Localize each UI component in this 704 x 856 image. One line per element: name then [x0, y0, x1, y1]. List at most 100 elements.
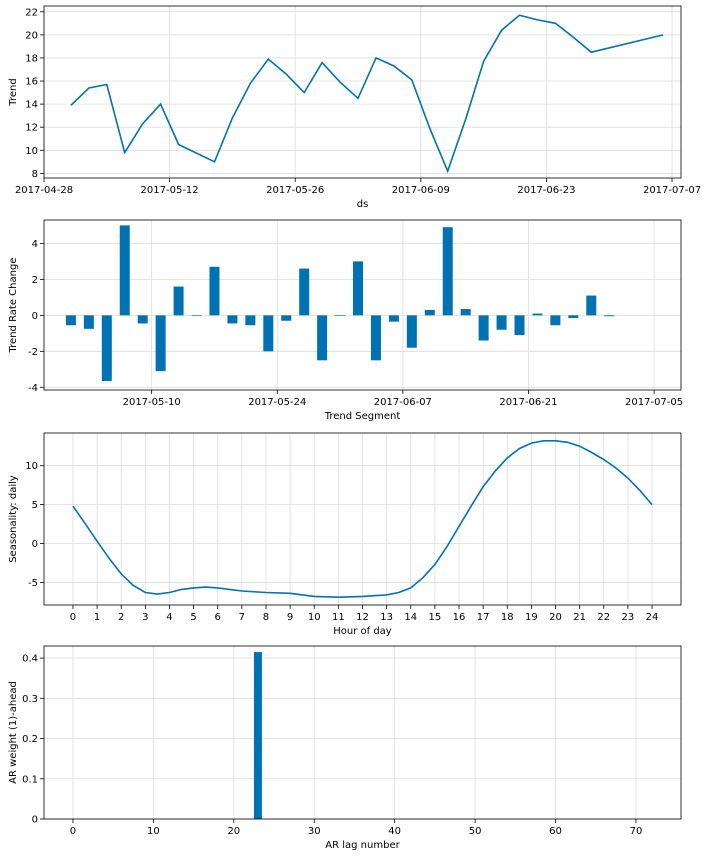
- y-tick-label: 0: [32, 815, 38, 826]
- bar: [317, 315, 328, 361]
- bar: [245, 315, 256, 326]
- x-tick-label: 13: [380, 612, 393, 623]
- x-tick-label: 50: [469, 826, 482, 837]
- x-tick-label: 18: [501, 612, 514, 623]
- y-tick-label: 0: [32, 311, 38, 322]
- chart-panel-2: 2017-05-10 2017-05-24 2017-06-07 2017-06-21…: [8, 219, 683, 422]
- y-axis-label: Trend Rate Change: [8, 258, 19, 354]
- bar: [335, 315, 346, 316]
- axes-frame: [43, 645, 682, 820]
- y-tick-label: -2: [28, 347, 38, 358]
- chart-panel-1: 2017-04-28 2017-05-12 2017-05-26 2017-06-09…: [8, 5, 701, 210]
- x-tick-label: 9: [287, 612, 293, 623]
- x-tick-label: 40: [388, 826, 401, 837]
- bar: [460, 309, 471, 316]
- y-tick-label: 8: [32, 169, 38, 180]
- bar: [137, 315, 148, 324]
- y-tick-label: 20: [25, 30, 38, 41]
- bar: [550, 315, 561, 326]
- x-tick-label: 2017-06-09: [392, 185, 450, 196]
- x-tick-label: 30: [308, 826, 321, 837]
- y-axis-label: Seasonality: daily: [8, 475, 19, 563]
- x-tick-label: 22: [597, 612, 610, 623]
- x-tick-label: 2017-07-05: [625, 397, 683, 408]
- x-tick-label: 2: [118, 612, 124, 623]
- axes-frame: [43, 5, 682, 179]
- x-tick-label: 2017-04-28: [15, 185, 73, 196]
- x-axis-label: Trend Segment: [324, 411, 401, 422]
- bar: [353, 261, 364, 316]
- x-tick-label: 20: [549, 612, 562, 623]
- y-tick-label: 2: [32, 275, 38, 286]
- x-tick-label: 4: [166, 612, 172, 623]
- bar: [191, 315, 202, 316]
- bar: [83, 315, 94, 329]
- x-tick-label: 10: [308, 612, 321, 623]
- bar: [227, 315, 238, 324]
- x-tick-label: 2017-05-12: [141, 185, 199, 196]
- y-axis-label: Trend: [8, 78, 19, 106]
- series-line: [70, 14, 664, 174]
- x-tick-label: 6: [215, 612, 221, 623]
- bar: [442, 227, 453, 316]
- x-tick-label: 60: [549, 826, 562, 837]
- x-tick-label: 24: [646, 612, 659, 623]
- bar: [299, 268, 310, 316]
- bar: [173, 286, 184, 316]
- bar: [155, 315, 166, 372]
- y-tick-label: 10: [25, 146, 38, 157]
- x-tick-label: 2017-07-07: [643, 185, 701, 196]
- x-tick-label: 2017-05-24: [248, 397, 306, 408]
- y-tick-label: 12: [25, 123, 38, 134]
- bar: [424, 309, 435, 316]
- y-axis-label: AR weight (1)-ahead: [8, 681, 19, 784]
- y-tick-label: 14: [25, 100, 38, 111]
- y-tick-label: 0.2: [22, 734, 38, 745]
- x-tick-label: 2017-06-07: [374, 397, 432, 408]
- y-tick-label: -4: [28, 383, 38, 394]
- x-tick-label: 16: [453, 612, 466, 623]
- chart-panel-4: 0 10 20 30 40 50 60 70 0 0.1 0.2 0.3 0.4 AR lag numbe…: [8, 645, 682, 851]
- x-axis-label: Hour of day: [333, 626, 392, 637]
- bar: [406, 315, 417, 348]
- y-tick-label: -5: [28, 578, 38, 589]
- y-tick-label: 0.4: [22, 654, 38, 665]
- y-tick-label: 0: [32, 539, 38, 550]
- bar: [65, 315, 76, 326]
- x-tick-label: 11: [332, 612, 345, 623]
- y-tick-label: 16: [25, 77, 38, 88]
- x-tick-label: 15: [429, 612, 442, 623]
- x-tick-label: 20: [227, 826, 240, 837]
- bar: [370, 315, 381, 361]
- y-tick-label: 22: [25, 7, 38, 18]
- bar: [568, 315, 579, 319]
- x-tick-label: 21: [573, 612, 586, 623]
- bar: [478, 315, 489, 341]
- chart-panel-3: 0 1 2 3 4 5 6 7 8 9 10 11 12 13 14 15 16 17 18 19 20 21 22 23 24…: [8, 432, 682, 637]
- series-line: [72, 439, 653, 599]
- x-tick-label: 2017-05-10: [123, 397, 181, 408]
- x-tick-label: 23: [622, 612, 635, 623]
- x-tick-label: 14: [404, 612, 417, 623]
- x-tick-label: 70: [630, 826, 643, 837]
- x-axis-label: AR lag number: [325, 840, 400, 851]
- bar: [281, 315, 292, 321]
- x-axis-label: ds: [357, 199, 369, 210]
- bar: [604, 315, 615, 317]
- bar: [586, 295, 597, 316]
- x-tick-label: 12: [356, 612, 369, 623]
- x-tick-label: 5: [190, 612, 196, 623]
- y-tick-label: 18: [25, 53, 38, 64]
- x-tick-label: 2017-05-26: [266, 185, 324, 196]
- x-tick-label: 0: [70, 612, 76, 623]
- y-tick-label: 4: [32, 239, 38, 250]
- bar: [253, 652, 262, 819]
- x-tick-label: 10: [147, 826, 160, 837]
- y-tick-label: 10: [25, 461, 38, 472]
- bar: [263, 315, 274, 352]
- x-tick-label: 7: [239, 612, 245, 623]
- bar: [496, 315, 507, 330]
- bar: [209, 266, 220, 316]
- bar: [514, 315, 525, 336]
